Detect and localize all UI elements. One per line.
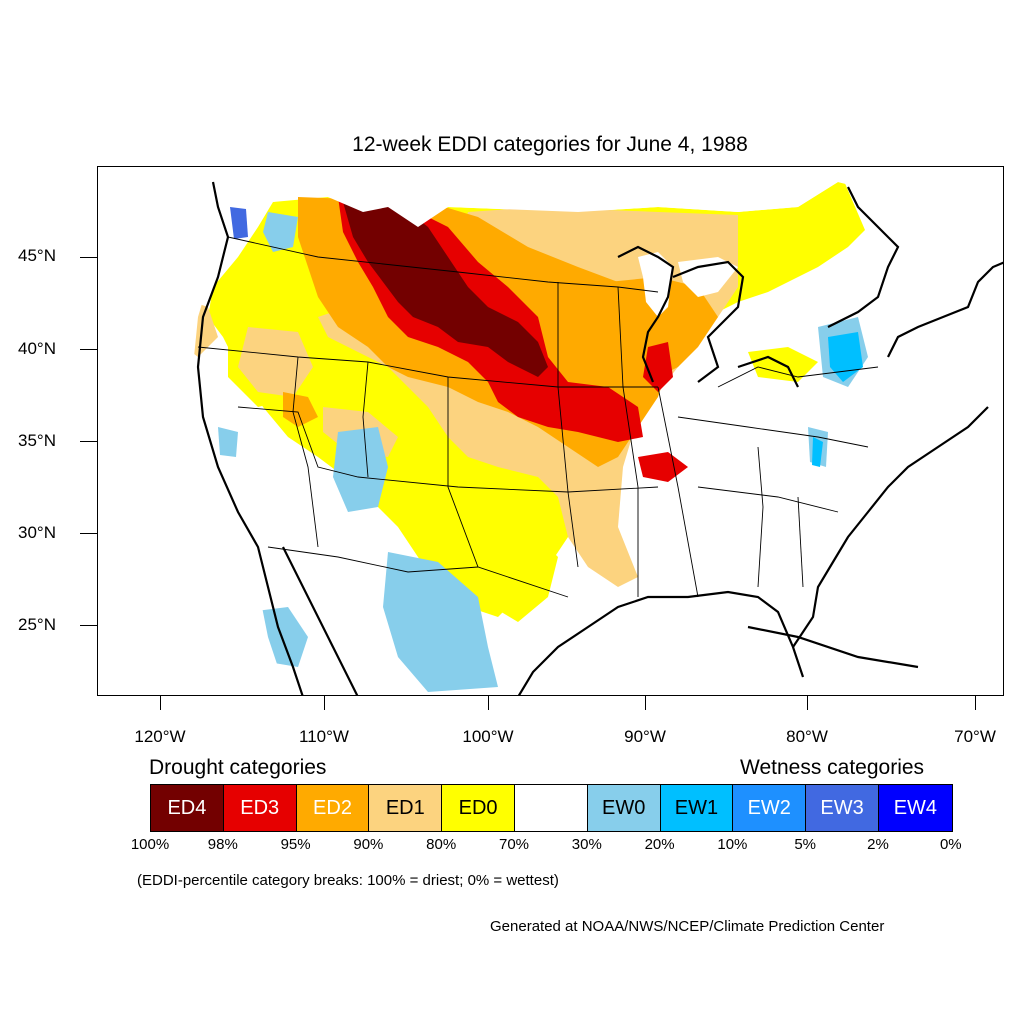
legend-box-ed2: ED2: [296, 785, 370, 831]
lon-tick: [807, 696, 808, 710]
wetness-categories-header: Wetness categories: [740, 756, 925, 779]
state-borders: [197, 236, 879, 598]
lon-tick: [645, 696, 646, 710]
lon-label-120w: 120°W: [134, 727, 186, 746]
map-title: 12-week EDDI categories for June 4, 1988: [352, 133, 748, 156]
percent-break-label: 80%: [426, 836, 457, 853]
ew1-regions: [812, 332, 863, 467]
lat-tick: [80, 625, 97, 626]
percent-break-label: 90%: [353, 836, 384, 853]
lon-tick: [160, 696, 161, 710]
lat-label-40: 40°N: [18, 339, 56, 358]
ed4-regions: [343, 202, 548, 377]
ocean-areas: [98, 167, 1003, 695]
legend-box-ew1: EW1: [660, 785, 734, 831]
lat-tick: [80, 533, 97, 534]
legend-box-ew4: EW4: [878, 785, 952, 831]
legend-box-ed4: ED4: [151, 785, 224, 831]
drought-categories-header: Drought categories: [149, 756, 327, 779]
lon-tick: [488, 696, 489, 710]
eddi-map: [98, 167, 1003, 695]
lat-tick: [80, 257, 97, 258]
percent-break-label: 5%: [794, 836, 817, 853]
credit-line: Generated at NOAA/NWS/NCEP/Climate Predi…: [490, 918, 885, 935]
lon-label-90w: 90°W: [624, 727, 666, 746]
percent-break-label: 95%: [280, 836, 311, 853]
coastlines: [196, 181, 1003, 695]
legend-box-ed0: ED0: [442, 785, 515, 831]
legend-box-ed3: ED3: [223, 785, 297, 831]
legend-box-ew3: EW3: [806, 785, 879, 831]
canada-mask: [228, 167, 858, 227]
ew3-regions: [230, 207, 248, 239]
category-breaks-note: (EDDI-percentile category breaks: 100% =…: [137, 872, 559, 889]
legend-box-ew0: EW0: [587, 785, 661, 831]
percent-break-label: 98%: [207, 836, 238, 853]
legend-box-ew2: EW2: [733, 785, 807, 831]
lat-label-35: 35°N: [18, 431, 56, 450]
lon-label-70w: 70°W: [954, 727, 996, 746]
lat-label-45: 45°N: [18, 246, 56, 265]
percent-break-label: 30%: [571, 836, 602, 853]
lat-tick: [80, 441, 97, 442]
percent-break-label: 100%: [130, 836, 170, 853]
legend-box-none: [514, 785, 588, 831]
percent-break-label: 0%: [939, 836, 962, 853]
lon-tick: [975, 696, 976, 710]
lon-label-110w: 110°W: [299, 727, 349, 746]
legend-color-bar: ED4 ED3 ED2 ED1 ED0 EW0 EW1 EW2 EW3 EW4: [150, 784, 953, 832]
percent-break-label: 10%: [717, 836, 748, 853]
percent-break-label: 70%: [498, 836, 530, 853]
lon-tick: [324, 696, 325, 710]
lat-label-30: 30°N: [18, 523, 56, 542]
legend-box-ed1: ED1: [369, 785, 443, 831]
percent-break-label: 2%: [867, 836, 889, 853]
lat-label-25: 25°N: [18, 615, 56, 634]
lon-label-80w: 80°W: [786, 727, 828, 746]
percent-break-label: 20%: [644, 836, 675, 853]
map-panel: [97, 166, 1004, 696]
lat-tick: [80, 349, 97, 350]
lon-label-100w: 100°W: [462, 727, 514, 746]
